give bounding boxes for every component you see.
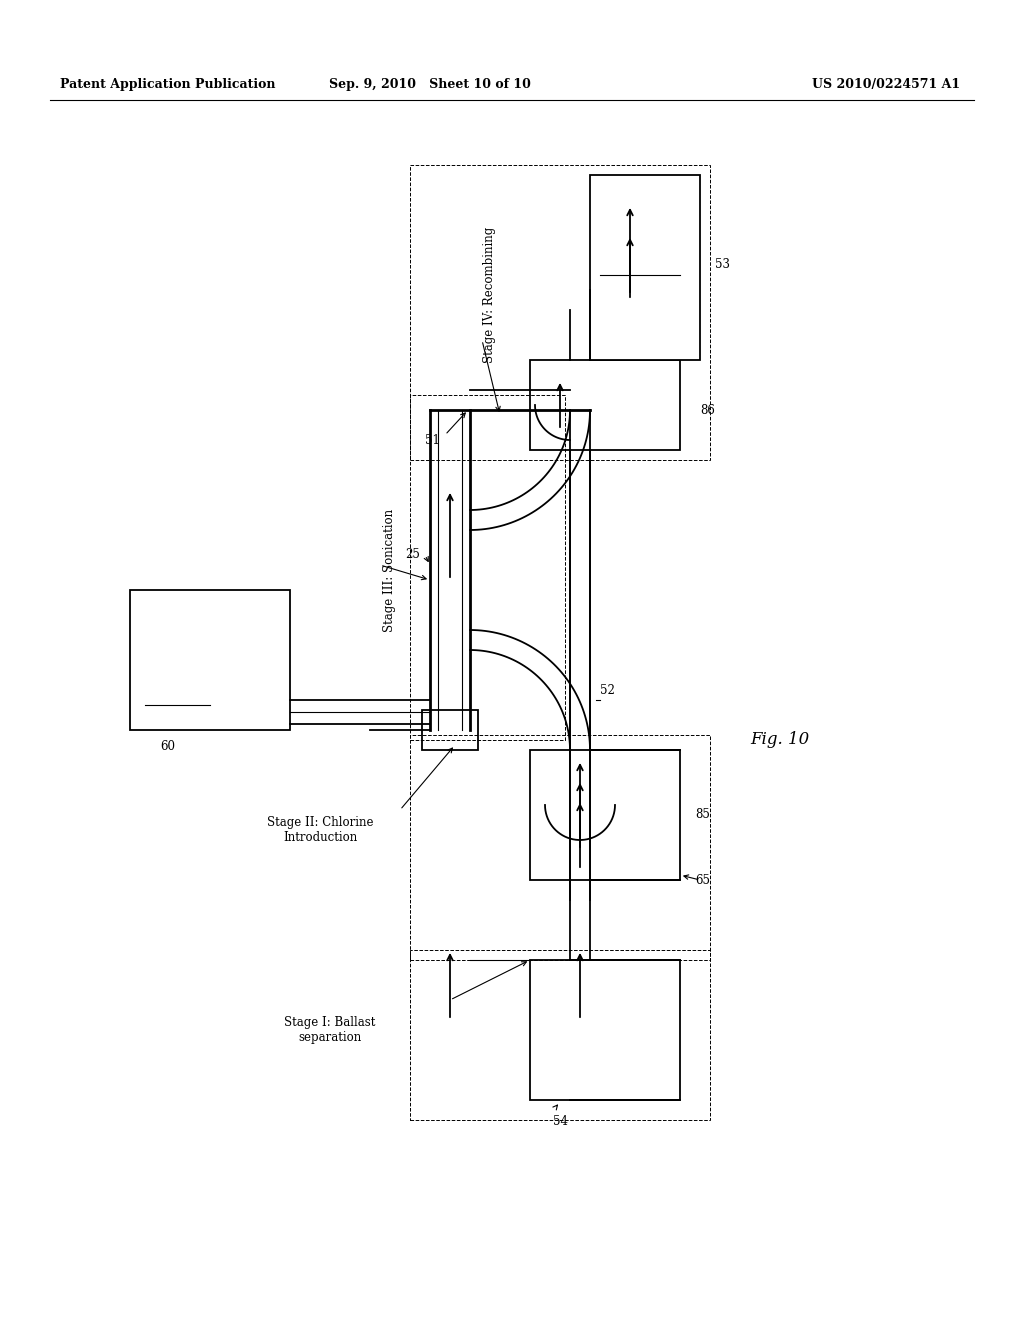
Text: 60: 60 bbox=[160, 741, 175, 752]
Bar bbox=[422, 710, 478, 750]
Text: Stage IV: Recombining: Stage IV: Recombining bbox=[483, 227, 497, 363]
Text: 65: 65 bbox=[695, 874, 710, 887]
Bar bbox=[530, 960, 680, 1100]
Bar bbox=[130, 590, 290, 730]
Bar bbox=[530, 750, 680, 880]
Text: US 2010/0224571 A1: US 2010/0224571 A1 bbox=[812, 78, 961, 91]
Text: Patent Application Publication: Patent Application Publication bbox=[60, 78, 275, 91]
Bar bbox=[410, 165, 710, 459]
Text: 85: 85 bbox=[695, 808, 710, 821]
Text: Fig. 10: Fig. 10 bbox=[750, 731, 809, 748]
Text: Sep. 9, 2010   Sheet 10 of 10: Sep. 9, 2010 Sheet 10 of 10 bbox=[329, 78, 530, 91]
Text: Stage III: Sonication: Stage III: Sonication bbox=[384, 508, 396, 631]
Text: Stage II: Chlorine
Introduction: Stage II: Chlorine Introduction bbox=[266, 816, 374, 843]
Text: 51: 51 bbox=[425, 433, 439, 446]
Bar bbox=[410, 395, 565, 741]
Text: 86: 86 bbox=[700, 404, 715, 417]
Text: 52: 52 bbox=[600, 684, 614, 697]
Bar bbox=[410, 735, 710, 960]
Text: 53: 53 bbox=[715, 259, 730, 272]
Bar bbox=[590, 176, 700, 360]
Text: 54: 54 bbox=[553, 1115, 567, 1129]
Bar bbox=[410, 950, 710, 1119]
Text: Stage I: Ballast
separation: Stage I: Ballast separation bbox=[285, 1016, 376, 1044]
Text: 25: 25 bbox=[406, 549, 420, 561]
Bar bbox=[530, 360, 680, 450]
